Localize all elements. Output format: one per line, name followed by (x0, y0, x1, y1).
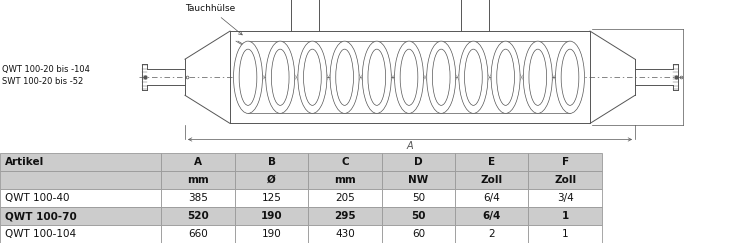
Polygon shape (308, 189, 382, 207)
Polygon shape (0, 225, 161, 243)
Text: 6/4: 6/4 (482, 211, 501, 221)
Polygon shape (455, 189, 528, 207)
Ellipse shape (562, 49, 579, 105)
Text: Zoll: Zoll (554, 175, 576, 185)
Text: NW: NW (408, 175, 429, 185)
Polygon shape (161, 207, 235, 225)
Text: Tauchhülse: Tauchhülse (185, 4, 242, 35)
Polygon shape (235, 171, 308, 189)
Text: 3/4: 3/4 (557, 193, 573, 203)
Text: 295: 295 (334, 211, 356, 221)
Text: 190: 190 (262, 229, 281, 239)
Polygon shape (235, 207, 308, 225)
Ellipse shape (432, 49, 450, 105)
Polygon shape (382, 153, 455, 171)
Polygon shape (528, 189, 602, 207)
Polygon shape (382, 225, 455, 243)
Text: B: B (268, 157, 275, 167)
Ellipse shape (363, 41, 391, 113)
Text: 50: 50 (411, 211, 426, 221)
Polygon shape (455, 171, 528, 189)
Polygon shape (455, 225, 528, 243)
Text: Ø: Ø (267, 175, 276, 185)
Polygon shape (528, 153, 602, 171)
Polygon shape (382, 207, 455, 225)
Ellipse shape (523, 41, 552, 113)
Text: 1: 1 (562, 229, 569, 239)
Text: 520: 520 (187, 211, 209, 221)
Text: 190: 190 (261, 211, 283, 221)
Ellipse shape (330, 41, 359, 113)
Ellipse shape (556, 41, 584, 113)
Polygon shape (528, 225, 602, 243)
Text: 1: 1 (562, 211, 569, 221)
Polygon shape (161, 225, 235, 243)
Text: F: F (562, 157, 569, 167)
Text: 125: 125 (261, 193, 282, 203)
Text: A: A (407, 141, 413, 151)
Text: A: A (195, 157, 202, 167)
Polygon shape (161, 153, 235, 171)
Text: QWT 100-104: QWT 100-104 (5, 229, 76, 239)
Polygon shape (0, 207, 161, 225)
Ellipse shape (491, 41, 520, 113)
Ellipse shape (529, 49, 547, 105)
Ellipse shape (465, 49, 482, 105)
Polygon shape (235, 189, 308, 207)
Text: 6/4: 6/4 (484, 193, 500, 203)
Text: 205: 205 (335, 193, 355, 203)
Ellipse shape (304, 49, 321, 105)
Text: 660: 660 (189, 229, 208, 239)
Ellipse shape (272, 49, 289, 105)
Text: QWT 100-70: QWT 100-70 (5, 211, 77, 221)
Polygon shape (308, 207, 382, 225)
Text: SWT 100-20 bis -52: SWT 100-20 bis -52 (2, 77, 83, 86)
Text: 60: 60 (412, 229, 425, 239)
Ellipse shape (459, 41, 488, 113)
Text: Artikel: Artikel (5, 157, 44, 167)
Text: Zoll: Zoll (481, 175, 503, 185)
Text: 50: 50 (412, 193, 425, 203)
Ellipse shape (335, 49, 354, 105)
Polygon shape (308, 153, 382, 171)
Text: mm: mm (334, 175, 356, 185)
Ellipse shape (239, 49, 257, 105)
Polygon shape (0, 153, 161, 171)
Ellipse shape (497, 49, 515, 105)
Ellipse shape (394, 41, 424, 113)
Ellipse shape (266, 41, 294, 113)
Ellipse shape (400, 49, 418, 105)
Polygon shape (382, 171, 455, 189)
Polygon shape (308, 171, 382, 189)
Polygon shape (161, 189, 235, 207)
Text: D: D (414, 157, 423, 167)
Polygon shape (308, 225, 382, 243)
Polygon shape (528, 171, 602, 189)
Text: QWT 100-20 bis -104: QWT 100-20 bis -104 (2, 65, 90, 74)
Polygon shape (382, 189, 455, 207)
Polygon shape (455, 207, 528, 225)
Ellipse shape (368, 49, 385, 105)
Ellipse shape (426, 41, 456, 113)
Polygon shape (0, 171, 161, 189)
Polygon shape (161, 171, 235, 189)
Polygon shape (455, 153, 528, 171)
Ellipse shape (298, 41, 327, 113)
Polygon shape (235, 225, 308, 243)
Polygon shape (235, 153, 308, 171)
Polygon shape (528, 207, 602, 225)
Text: 385: 385 (188, 193, 208, 203)
Text: 430: 430 (335, 229, 355, 239)
Text: QWT 100-40: QWT 100-40 (5, 193, 70, 203)
Text: C: C (341, 157, 349, 167)
Text: E: E (488, 157, 495, 167)
Ellipse shape (233, 41, 263, 113)
Polygon shape (0, 189, 161, 207)
Text: 2: 2 (488, 229, 495, 239)
Text: mm: mm (187, 175, 209, 185)
